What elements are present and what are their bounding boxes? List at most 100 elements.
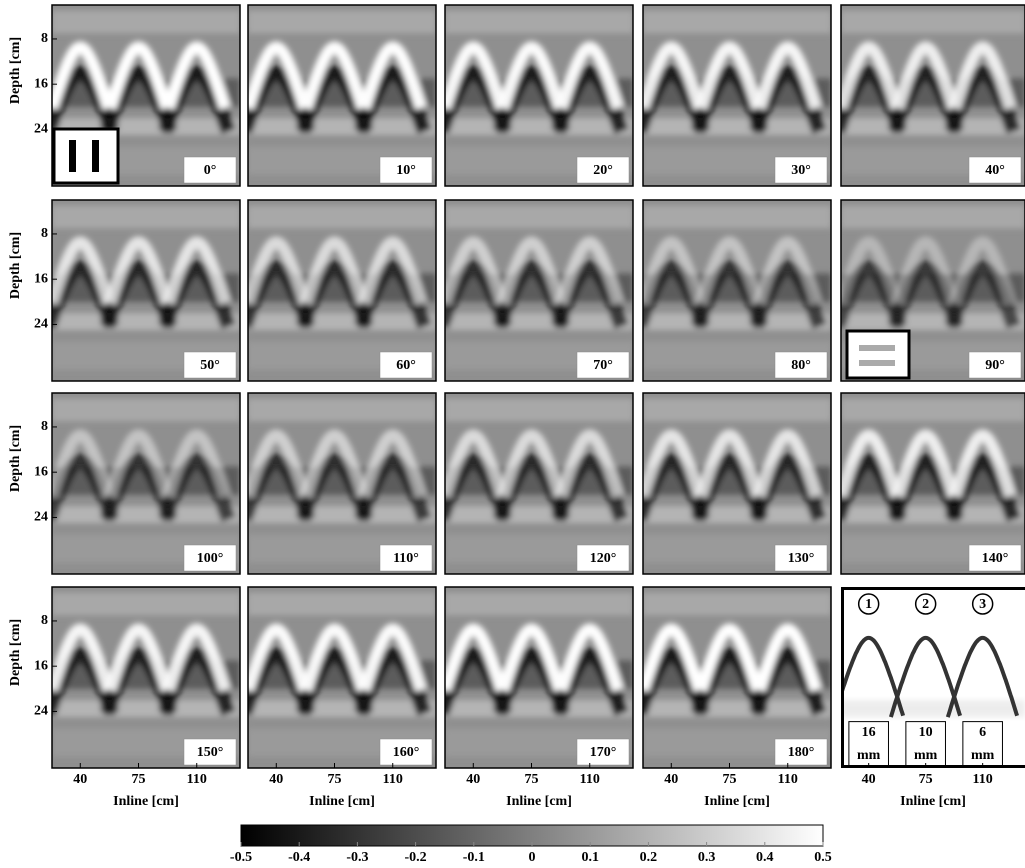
y-tick-label: 24 bbox=[34, 317, 48, 332]
band bbox=[248, 506, 436, 524]
colorbar-tick-label: 0.4 bbox=[756, 850, 774, 865]
size-box bbox=[905, 721, 946, 768]
label-box bbox=[576, 738, 630, 766]
hyperbola-light bbox=[497, 429, 566, 498]
hyperbola-light bbox=[695, 623, 764, 692]
label-box bbox=[183, 156, 237, 184]
y-tick-label: 16 bbox=[34, 658, 48, 673]
blurred bbox=[52, 205, 240, 370]
band bbox=[248, 313, 436, 331]
colorbar-tick-label: 0.1 bbox=[581, 850, 599, 865]
hyperbola-light bbox=[300, 623, 369, 692]
x-tick-label: 110 bbox=[580, 772, 600, 787]
hyperbola-light bbox=[643, 41, 706, 110]
size-label: 6 bbox=[979, 725, 986, 740]
band bbox=[445, 10, 633, 34]
hyperbola-light bbox=[300, 429, 369, 498]
colorbar-tick-label: 0.3 bbox=[698, 850, 716, 865]
hyperbola-light bbox=[248, 236, 311, 305]
x-tick-label: 110 bbox=[973, 772, 993, 787]
frame bbox=[247, 586, 437, 769]
hyperbola-light bbox=[643, 236, 706, 305]
orientation-box bbox=[845, 329, 911, 380]
panel bbox=[248, 587, 436, 768]
band bbox=[445, 313, 633, 331]
hyperbola-light bbox=[248, 41, 311, 110]
rebar-icon bbox=[859, 345, 895, 351]
hyperbola-light bbox=[555, 429, 624, 498]
marker-label: 1 bbox=[865, 597, 872, 612]
panel bbox=[643, 587, 831, 768]
label-box bbox=[774, 156, 828, 184]
hyperbola-light bbox=[445, 41, 508, 110]
frame bbox=[51, 392, 241, 575]
y-tick-label: 8 bbox=[41, 613, 48, 628]
band bbox=[643, 205, 831, 229]
hyperbola-light bbox=[892, 236, 960, 305]
angle-label: 30° bbox=[791, 163, 811, 178]
band bbox=[643, 700, 831, 718]
size-unit: mm bbox=[857, 748, 881, 763]
band bbox=[841, 506, 1025, 524]
x-tick-label: 110 bbox=[778, 772, 798, 787]
band bbox=[52, 506, 240, 524]
colorbar-tick-label: -0.1 bbox=[463, 850, 485, 865]
frame bbox=[51, 199, 241, 382]
hyperbola-light bbox=[892, 429, 960, 498]
label-box bbox=[576, 351, 630, 379]
angle-label: 180° bbox=[788, 745, 815, 760]
rebar-icon bbox=[69, 140, 76, 172]
size-box bbox=[848, 721, 889, 768]
hyperbola-light bbox=[104, 41, 173, 110]
frame bbox=[444, 199, 634, 382]
y-tick-label: 8 bbox=[41, 419, 48, 434]
x-axis-label: Inline [cm] bbox=[506, 794, 572, 809]
frame bbox=[642, 199, 832, 382]
angle-label: 20° bbox=[593, 163, 613, 178]
blurred bbox=[643, 205, 831, 370]
size-unit: mm bbox=[971, 748, 995, 763]
rebar-icon bbox=[92, 140, 99, 172]
hyperbola-light bbox=[753, 236, 822, 305]
marker-circle bbox=[857, 593, 880, 615]
colorbar-tick-label: 0.2 bbox=[640, 850, 658, 865]
colorbar-tick-label: -0.3 bbox=[346, 850, 368, 865]
x-tick-label: 75 bbox=[328, 772, 342, 787]
hyperbola-light bbox=[248, 623, 311, 692]
label-box bbox=[183, 351, 237, 379]
hyperbola-light bbox=[358, 623, 427, 692]
frame bbox=[840, 4, 1025, 187]
band bbox=[841, 313, 1025, 331]
label-box bbox=[968, 156, 1022, 184]
hyperbola-light bbox=[497, 623, 566, 692]
band bbox=[643, 398, 831, 422]
band bbox=[445, 700, 633, 718]
hyperbola-light bbox=[104, 429, 173, 498]
hyperbola-light bbox=[300, 41, 369, 110]
band bbox=[248, 118, 436, 136]
band bbox=[643, 118, 831, 136]
label-box bbox=[576, 544, 630, 572]
band bbox=[445, 205, 633, 229]
angle-label: 10° bbox=[396, 163, 416, 178]
blurred bbox=[445, 398, 633, 563]
hyperbola-light bbox=[445, 236, 508, 305]
panel bbox=[445, 393, 633, 574]
blurred bbox=[445, 10, 633, 175]
frame bbox=[444, 392, 634, 575]
rebar-arch bbox=[945, 635, 1019, 718]
hyperbola-light bbox=[358, 41, 427, 110]
panel bbox=[52, 200, 240, 381]
x-tick-label: 40 bbox=[664, 772, 678, 787]
frame bbox=[840, 199, 1025, 382]
colorbar-tick-label: 0.5 bbox=[814, 850, 832, 865]
band bbox=[841, 398, 1025, 422]
hyperbola-light bbox=[104, 236, 173, 305]
band bbox=[445, 398, 633, 422]
label-box bbox=[379, 156, 433, 184]
angle-label: 90° bbox=[985, 358, 1005, 373]
frame bbox=[51, 586, 241, 769]
frame bbox=[642, 392, 832, 575]
y-tick-label: 8 bbox=[41, 31, 48, 46]
